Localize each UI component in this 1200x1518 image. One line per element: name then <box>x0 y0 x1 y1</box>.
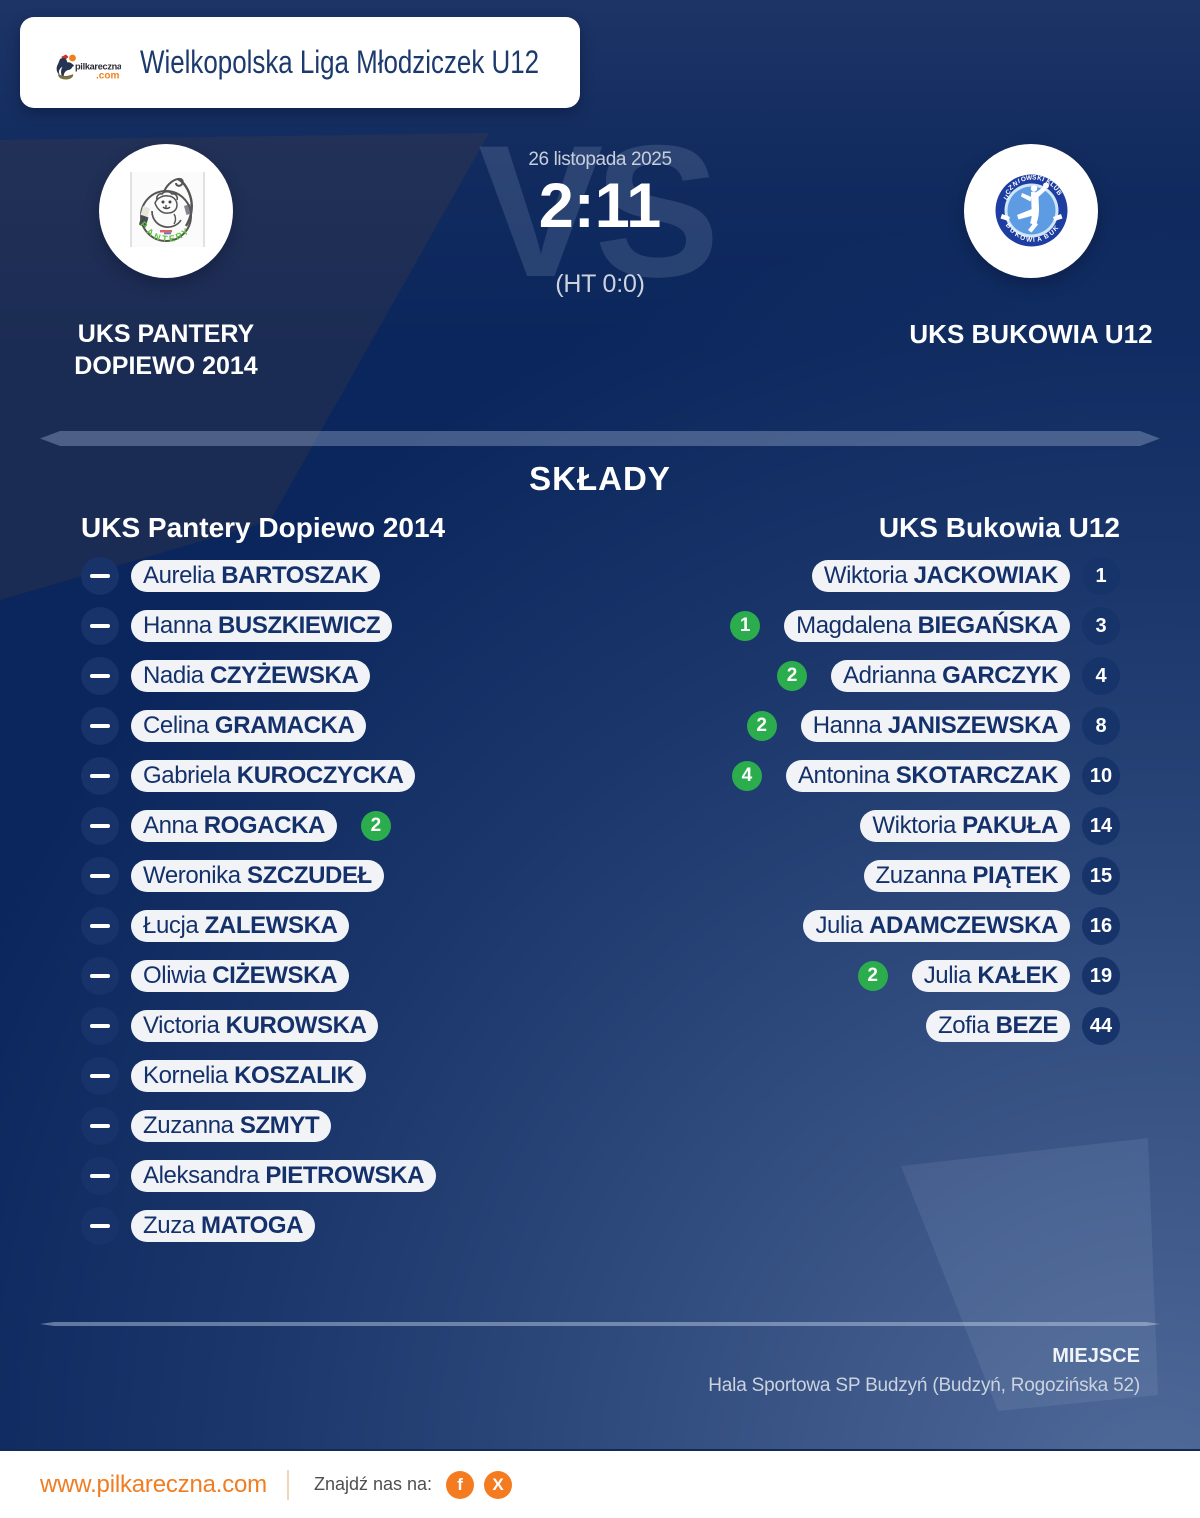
svg-text:.com: .com <box>96 71 119 82</box>
svg-text:R: R <box>174 230 184 242</box>
svg-text:W: W <box>1026 175 1033 182</box>
svg-text:I: I <box>1017 178 1021 185</box>
svg-text:N: N <box>153 231 162 243</box>
svg-text:K: K <box>1052 224 1060 233</box>
svg-text:U: U <box>1003 194 1012 202</box>
svg-text:T: T <box>161 233 168 244</box>
svg-text:W: W <box>1026 236 1034 244</box>
svg-text:K: K <box>1045 178 1053 187</box>
svg-text:O: O <box>1020 176 1026 184</box>
svg-text:Y: Y <box>180 226 191 238</box>
svg-text:I: I <box>1033 237 1036 244</box>
svg-text:U: U <box>1048 229 1056 238</box>
svg-text:U: U <box>1008 227 1016 236</box>
svg-text:O: O <box>1019 234 1026 242</box>
svg-text:pilkareczna: pilkareczna <box>75 62 121 72</box>
svg-text:S: S <box>1032 174 1038 181</box>
svg-text:B: B <box>1004 222 1012 231</box>
svg-text:L: L <box>1048 181 1055 189</box>
svg-text:A: A <box>1036 236 1042 244</box>
svg-text:Z: Z <box>1008 184 1015 192</box>
svg-text:P: P <box>138 219 149 230</box>
svg-text:U: U <box>1051 184 1060 192</box>
svg-text:I: I <box>1041 176 1045 183</box>
svg-text:C: C <box>1004 188 1012 197</box>
svg-text:B: B <box>1054 189 1063 197</box>
svg-text:B: B <box>1043 232 1051 240</box>
svg-text:K: K <box>1036 175 1042 183</box>
svg-text:K: K <box>1014 231 1021 239</box>
svg-text:A: A <box>145 226 156 238</box>
svg-text:E: E <box>168 233 175 244</box>
svg-text:N: N <box>1012 180 1019 188</box>
